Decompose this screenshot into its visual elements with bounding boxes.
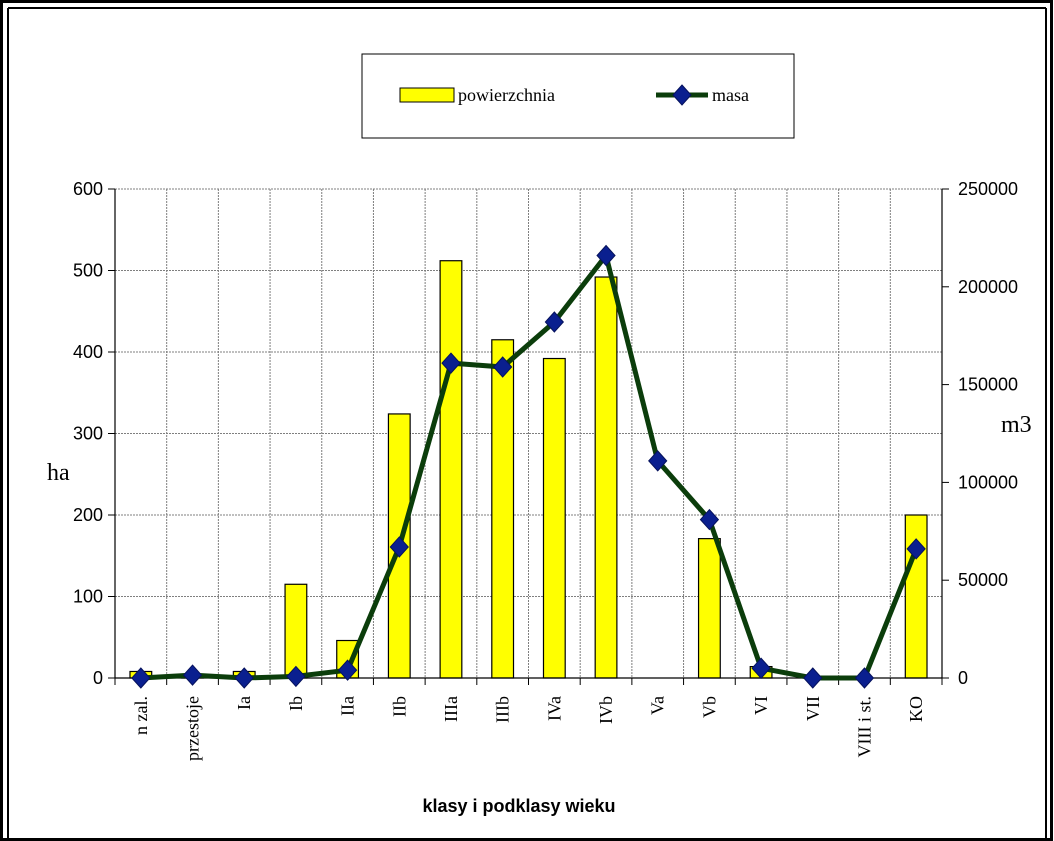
x-tick-label: Vb — [699, 696, 719, 718]
legend-bar-label: powierzchnia — [458, 85, 555, 105]
y-right-tick-label: 150000 — [958, 375, 1018, 395]
masa-point — [751, 657, 771, 679]
bar-iiib — [491, 339, 515, 679]
y-left-tick-label: 500 — [73, 261, 103, 281]
y-left-tick-label: 300 — [73, 424, 103, 444]
masa-point — [803, 667, 823, 689]
masa-point — [441, 352, 461, 374]
x-tick-label: n zal. — [131, 696, 151, 735]
y-left-tick-label: 400 — [73, 342, 103, 362]
masa-point — [286, 665, 306, 688]
masa-point — [906, 538, 926, 560]
bar-iva — [542, 357, 566, 679]
x-tick-label: KO — [906, 696, 926, 722]
masa-point — [337, 659, 358, 681]
x-tick-label: Ib — [286, 696, 306, 711]
bar-iiia — [439, 260, 463, 679]
y-left-tick-label: 100 — [73, 587, 103, 607]
x-tick-label: IIIa — [441, 696, 461, 722]
masa-point — [234, 667, 254, 689]
y-right-tick-label: 200000 — [958, 277, 1018, 297]
x-tick-label: IIIb — [493, 696, 513, 723]
x-tick-label: VII — [803, 696, 823, 721]
bar-vb — [697, 538, 721, 679]
legend-line-label: masa — [712, 85, 749, 105]
x-tick-label: VI — [751, 696, 771, 715]
masa-point — [596, 244, 616, 267]
y-axis-left-title: ha — [47, 460, 70, 486]
legend: powierzchnia masa — [361, 53, 795, 139]
bar-ib — [284, 583, 308, 679]
y-right-tick-label: 100000 — [958, 472, 1018, 492]
x-tick-label: IIa — [338, 696, 358, 716]
x-tick-label: Ia — [234, 696, 254, 710]
bar-ivb — [594, 276, 618, 679]
masa-line — [140, 253, 919, 681]
y-left-tick-label: 600 — [73, 179, 103, 199]
x-tick-label: VIII i st. — [854, 696, 874, 758]
x-tick-label: Va — [648, 696, 668, 715]
masa-point — [699, 508, 720, 531]
x-tick-label: IIb — [389, 696, 409, 717]
masa-point — [648, 450, 668, 472]
legend-line-marker — [672, 84, 692, 106]
masa-point — [544, 311, 565, 333]
x-tick-label: IVa — [544, 696, 564, 721]
y-right-tick-label: 50000 — [958, 570, 1008, 590]
legend-bar-swatch — [399, 87, 455, 103]
x-axis-title: klasy i podklasy wieku — [422, 796, 615, 816]
y-axis-right-title: m3 — [1001, 412, 1032, 438]
masa-point — [182, 664, 203, 686]
x-tick-label: przestoje — [183, 696, 203, 761]
x-tick-label: IVb — [596, 696, 616, 724]
masa-point — [492, 356, 513, 378]
y-left-tick-label: 0 — [93, 668, 103, 688]
y-right-tick-label: 0 — [958, 668, 968, 688]
y-left-tick-label: 200 — [73, 505, 103, 525]
plot-area: 0 100 200 300 400 500 600 0 50000 100000 150000 200… — [73, 179, 1018, 761]
masa-point — [854, 667, 875, 689]
masa-point — [131, 667, 151, 689]
masa-point — [389, 536, 409, 558]
y-right-tick-label: 250000 — [958, 179, 1018, 199]
